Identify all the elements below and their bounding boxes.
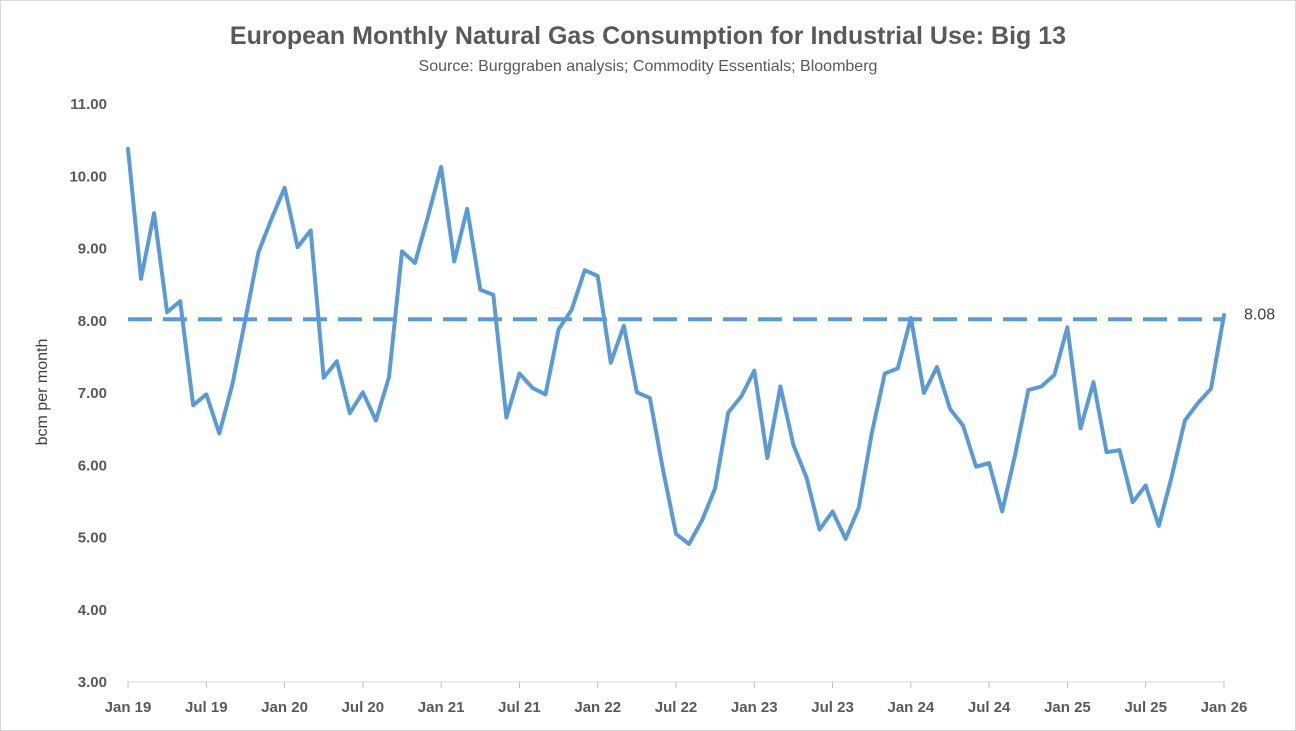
y-tick-label: 8.00 — [78, 313, 107, 330]
x-tick-label: Jan 26 — [1201, 699, 1248, 716]
y-tick-label: 6.00 — [78, 457, 107, 474]
x-tick-label: Jul 22 — [655, 699, 698, 716]
y-tick-label: 4.00 — [78, 602, 107, 619]
y-tick-label: 3.00 — [78, 674, 107, 691]
chart-subtitle: Source: Burggraben analysis; Commodity E… — [419, 58, 878, 75]
x-tick-label: Jul 20 — [342, 699, 385, 716]
x-tick-label: Jan 20 — [261, 699, 308, 716]
x-tick-label: Jan 22 — [574, 699, 621, 716]
y-tick-label: 5.00 — [78, 530, 107, 547]
chart-title: European Monthly Natural Gas Consumption… — [230, 22, 1066, 50]
x-tick-label: Jul 19 — [185, 699, 228, 716]
x-tick-label: Jan 24 — [888, 699, 935, 716]
reference-line-label: 8.08 — [1244, 306, 1275, 323]
x-tick-label: Jan 25 — [1044, 699, 1091, 716]
x-tick-label: Jan 21 — [418, 699, 465, 716]
y-axis-label: bcm per month — [34, 339, 51, 446]
x-tick-label: Jul 25 — [1124, 699, 1167, 716]
x-tick-label: Jul 24 — [968, 699, 1011, 716]
y-tick-labels: 3.00 4.00 5.00 6.00 7.00 8.00 9.00 10.00 11.00 — [69, 96, 107, 691]
y-tick-label: 9.00 — [78, 241, 107, 258]
series-line — [126, 146, 1226, 546]
x-tick-label: Jul 21 — [498, 699, 541, 716]
y-tick-label: 7.00 — [78, 385, 107, 402]
reference-line-group: 8.08 — [128, 306, 1275, 323]
x-tick-label: Jul 23 — [811, 699, 854, 716]
y-tick-label: 11.00 — [70, 96, 107, 113]
x-tick-label: Jan 19 — [105, 699, 152, 716]
x-tick-label: Jan 23 — [731, 699, 778, 716]
y-tick-label: 10.00 — [69, 168, 107, 185]
series-group — [126, 146, 1226, 546]
x-axis: Jan 19 Jul 19 Jan 20 Jul 20 Jan 21 Jul 21 Jan … — [105, 681, 1248, 716]
